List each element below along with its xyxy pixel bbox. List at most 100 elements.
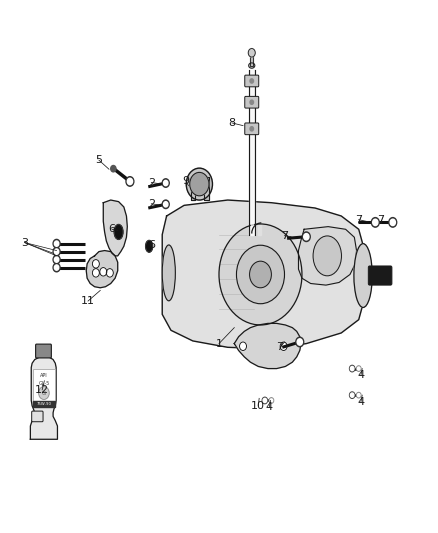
Circle shape: [240, 342, 247, 351]
Text: API: API: [40, 373, 48, 378]
Ellipse shape: [186, 168, 212, 200]
Circle shape: [371, 217, 379, 227]
Circle shape: [350, 393, 354, 397]
FancyBboxPatch shape: [368, 266, 392, 285]
Ellipse shape: [249, 63, 255, 68]
Circle shape: [163, 201, 168, 207]
Circle shape: [162, 200, 169, 208]
FancyBboxPatch shape: [245, 123, 259, 135]
Circle shape: [106, 269, 113, 277]
Circle shape: [53, 263, 60, 272]
Polygon shape: [86, 251, 118, 288]
Ellipse shape: [354, 244, 372, 308]
Circle shape: [219, 224, 302, 325]
Polygon shape: [191, 177, 195, 200]
Text: 12: 12: [35, 385, 49, 395]
Text: GL-5: GL-5: [38, 381, 49, 386]
Circle shape: [269, 398, 274, 403]
Bar: [258, 221, 261, 235]
Circle shape: [389, 217, 397, 227]
Circle shape: [304, 233, 309, 240]
Circle shape: [373, 219, 378, 225]
Circle shape: [250, 79, 254, 83]
Circle shape: [390, 219, 396, 225]
Text: 8: 8: [229, 118, 236, 128]
Circle shape: [53, 239, 60, 248]
Polygon shape: [162, 200, 363, 349]
Circle shape: [280, 342, 287, 351]
Circle shape: [92, 260, 99, 268]
Circle shape: [357, 393, 360, 397]
Circle shape: [39, 386, 49, 399]
Text: 4: 4: [357, 370, 364, 381]
Ellipse shape: [146, 240, 152, 252]
Circle shape: [250, 261, 272, 288]
FancyBboxPatch shape: [245, 96, 259, 108]
Circle shape: [127, 178, 133, 184]
Circle shape: [54, 241, 59, 246]
Circle shape: [262, 397, 268, 403]
Circle shape: [350, 392, 355, 398]
Ellipse shape: [313, 236, 342, 276]
Circle shape: [54, 265, 59, 270]
Circle shape: [54, 249, 59, 254]
Circle shape: [297, 339, 302, 345]
Circle shape: [53, 247, 60, 256]
Polygon shape: [30, 357, 57, 439]
Circle shape: [53, 255, 60, 264]
FancyBboxPatch shape: [32, 369, 55, 407]
Circle shape: [163, 180, 168, 185]
Circle shape: [296, 337, 304, 347]
Text: 4: 4: [266, 402, 273, 413]
Text: 2: 2: [148, 177, 155, 188]
Bar: [251, 70, 253, 235]
Circle shape: [248, 49, 255, 57]
Circle shape: [357, 392, 361, 398]
Text: 1: 1: [215, 338, 223, 349]
Text: 4: 4: [357, 397, 364, 407]
Circle shape: [126, 176, 134, 186]
Circle shape: [162, 179, 169, 187]
Circle shape: [111, 165, 116, 172]
Polygon shape: [204, 177, 209, 200]
Circle shape: [100, 268, 107, 276]
Bar: [250, 54, 254, 66]
Text: 2: 2: [148, 199, 155, 209]
Text: 75W-90: 75W-90: [36, 402, 51, 406]
Ellipse shape: [162, 245, 175, 301]
Text: 7: 7: [276, 342, 284, 352]
Text: 11: 11: [81, 296, 95, 306]
Circle shape: [270, 399, 273, 402]
Circle shape: [350, 366, 355, 372]
Polygon shape: [234, 324, 301, 368]
Text: 5: 5: [95, 155, 102, 165]
Circle shape: [54, 257, 59, 262]
Circle shape: [250, 100, 254, 104]
Circle shape: [190, 172, 209, 196]
FancyBboxPatch shape: [35, 344, 51, 358]
Polygon shape: [103, 200, 127, 256]
FancyBboxPatch shape: [32, 411, 43, 422]
Bar: [250, 54, 254, 66]
Text: 6: 6: [109, 224, 116, 235]
FancyBboxPatch shape: [245, 75, 259, 87]
Bar: [32, 401, 55, 407]
Circle shape: [263, 398, 267, 402]
Text: 7: 7: [355, 215, 362, 225]
Text: 6: 6: [148, 240, 155, 250]
Circle shape: [92, 269, 99, 277]
Text: 7: 7: [281, 231, 288, 241]
Circle shape: [302, 232, 310, 241]
Text: 7: 7: [377, 215, 384, 225]
Circle shape: [237, 245, 285, 304]
Text: 10: 10: [251, 401, 265, 411]
Bar: [249, 70, 255, 235]
Circle shape: [250, 127, 254, 131]
Ellipse shape: [114, 224, 123, 239]
Circle shape: [357, 367, 360, 370]
Circle shape: [350, 367, 354, 370]
Text: 9: 9: [183, 176, 190, 187]
Circle shape: [357, 366, 361, 371]
Polygon shape: [298, 227, 357, 285]
Text: G: G: [42, 391, 46, 395]
